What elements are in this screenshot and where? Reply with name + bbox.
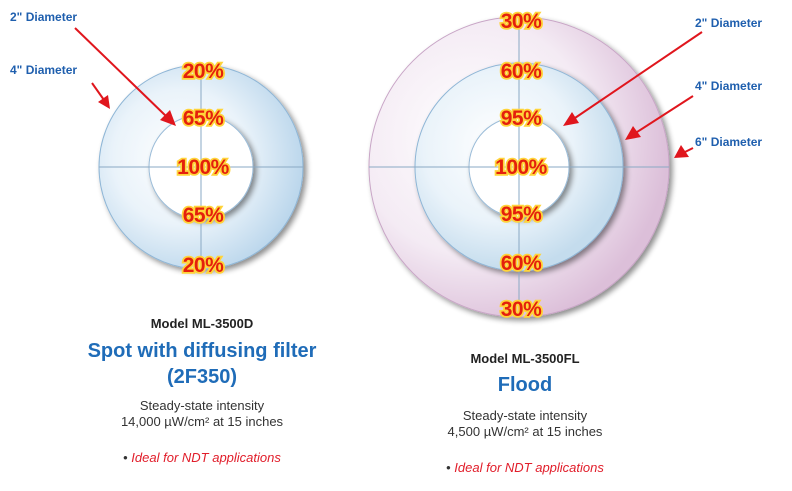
right-arrow-4in [625,95,694,140]
right-caption: Model ML-3500FL Flood Steady-state inten… [390,351,660,475]
left-model-name: Model ML-3500D [150,316,254,331]
right-label-4in: 4" Diameter [695,79,762,93]
right-percent-label: 95% [501,203,542,226]
right-model-name: Model ML-3500FL [470,351,580,366]
left-percent-label: 20% [183,60,224,83]
right-arrow-2in [563,31,703,126]
left-percent-label: 65% [183,204,224,227]
right-product-title: Flood [497,374,553,396]
right-bullet: • Ideal for NDT applications [390,460,660,475]
right-label-6in: 6" Diameter [695,135,762,149]
right-percent-label: 95% [501,107,542,130]
right-percent-label: 30% [501,298,542,321]
right-intensity-value: 4,500 µW/cm² at 15 inches [447,424,603,439]
left-caption: Model ML-3500D Spot with diffusing filte… [62,316,342,465]
bullet-dot: • [446,460,451,475]
left-arrow-2in [74,27,176,126]
right-percent-label: 100% [495,156,548,179]
right-percent-label: 30% [501,10,542,33]
right-label-2in: 2" Diameter [695,16,762,30]
right-bullet-text: Ideal for NDT applications [454,460,604,475]
left-percent-label: 100% [177,156,230,179]
bullet-dot: • [123,450,128,465]
right-intensity-label: Steady-state intensity [462,408,588,423]
left-percent-label: 20% [183,254,224,277]
left-product-title: Spot with diffusing filter [87,340,317,362]
left-intensity-label: Steady-state intensity [139,398,265,413]
left-bullet-text: Ideal for NDT applications [131,450,281,465]
left-percent-label: 65% [183,107,224,130]
left-intensity-value: 14,000 µW/cm² at 15 inches [120,414,284,429]
left-bullet: • Ideal for NDT applications [62,450,342,465]
right-percent-label: 60% [501,252,542,275]
left-target: 20% 65% 100% 65% 20% 2" Diameter 4" Diam… [10,10,304,279]
right-arrow-6in [674,145,694,158]
left-label-2in: 2" Diameter [10,10,77,24]
right-target: 30% 60% 95% 100% 95% 60% 30% 2" Diameter… [368,8,762,323]
left-product-subtitle: (2F350) [166,366,238,388]
right-percent-label: 60% [501,60,542,83]
left-label-4in: 4" Diameter [10,63,77,77]
left-arrow-4in [91,82,110,109]
